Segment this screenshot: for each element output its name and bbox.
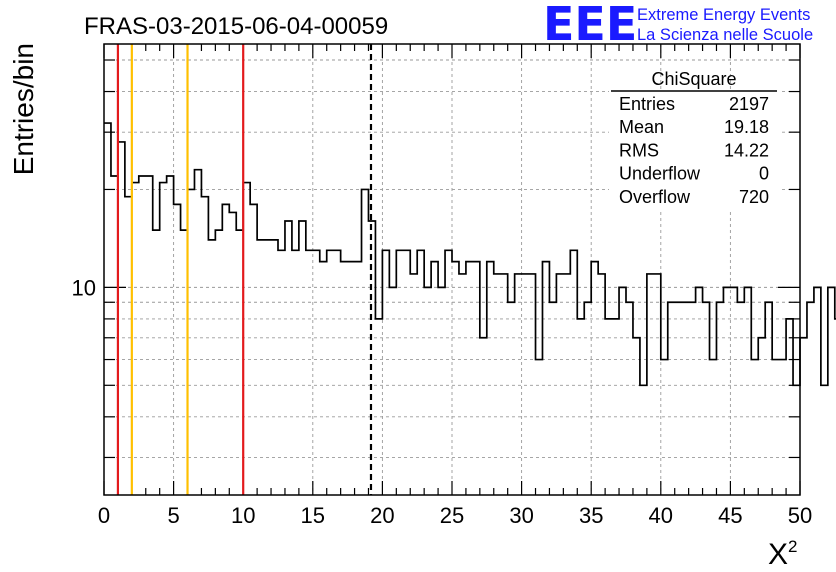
x-tick-label: 45 xyxy=(718,503,742,528)
vertical-marker-lines xyxy=(116,44,373,495)
stats-value: 19.18 xyxy=(724,117,769,137)
y-axis-label: Entries/bin xyxy=(8,43,39,175)
stats-box-title: ChiSquare xyxy=(651,69,736,89)
stats-box-background xyxy=(609,90,779,210)
stats-label: Overflow xyxy=(619,187,691,207)
stats-value: 2197 xyxy=(729,94,769,114)
x-tick-label: 30 xyxy=(509,503,533,528)
stats-box-rows: Entries 2197 Mean 19.18 RMS 14.22 Underflow 0 Ov… xyxy=(619,94,769,207)
x-axis-label-superscript: 2 xyxy=(788,537,797,556)
x-tick-label: 10 xyxy=(231,503,255,528)
stats-label: Underflow xyxy=(619,164,701,184)
stats-label: Mean xyxy=(619,117,664,137)
stats-label: Entries xyxy=(619,94,675,114)
eee-logo-line1: Extreme Energy Events xyxy=(637,6,810,24)
stats-label: RMS xyxy=(619,140,659,160)
stats-box: ChiSquare Entries 2197 Mean 19.18 RMS 14.22 Un… xyxy=(609,69,779,210)
x-tick-label: 0 xyxy=(98,503,110,528)
x-tick-label: 15 xyxy=(301,503,325,528)
eee-logo-line2: La Scienza nelle Scuole xyxy=(637,26,813,44)
y-tick-labels: 10 xyxy=(72,275,96,300)
histogram-outline xyxy=(104,122,836,387)
x-tick-label: 25 xyxy=(440,503,464,528)
grid-lines xyxy=(104,44,800,495)
x-tick-label: 50 xyxy=(788,503,812,528)
x-tick-label: 20 xyxy=(370,503,394,528)
x-tick-label: 40 xyxy=(649,503,673,528)
x-tick-label: 35 xyxy=(579,503,603,528)
x-axis-label: X2 xyxy=(768,537,797,571)
stats-value: 0 xyxy=(759,164,769,184)
x-tick-labels: 0 5 10 15 20 25 30 35 40 45 50 xyxy=(98,503,812,528)
plot-frame xyxy=(103,43,801,496)
histogram-bars xyxy=(104,122,836,387)
eee-logo: EEE Extreme Energy Events La Scienza nel… xyxy=(543,0,813,51)
stats-value: 14.22 xyxy=(724,140,769,160)
x-tick-label: 5 xyxy=(167,503,179,528)
x-axis-label-main: X xyxy=(768,538,788,571)
chart-title: FRAS-03-2015-06-04-00059 xyxy=(84,13,388,40)
stats-value: 720 xyxy=(739,187,769,207)
y-tick-label: 10 xyxy=(72,275,96,300)
eee-logo-mark: EEE xyxy=(543,0,637,51)
